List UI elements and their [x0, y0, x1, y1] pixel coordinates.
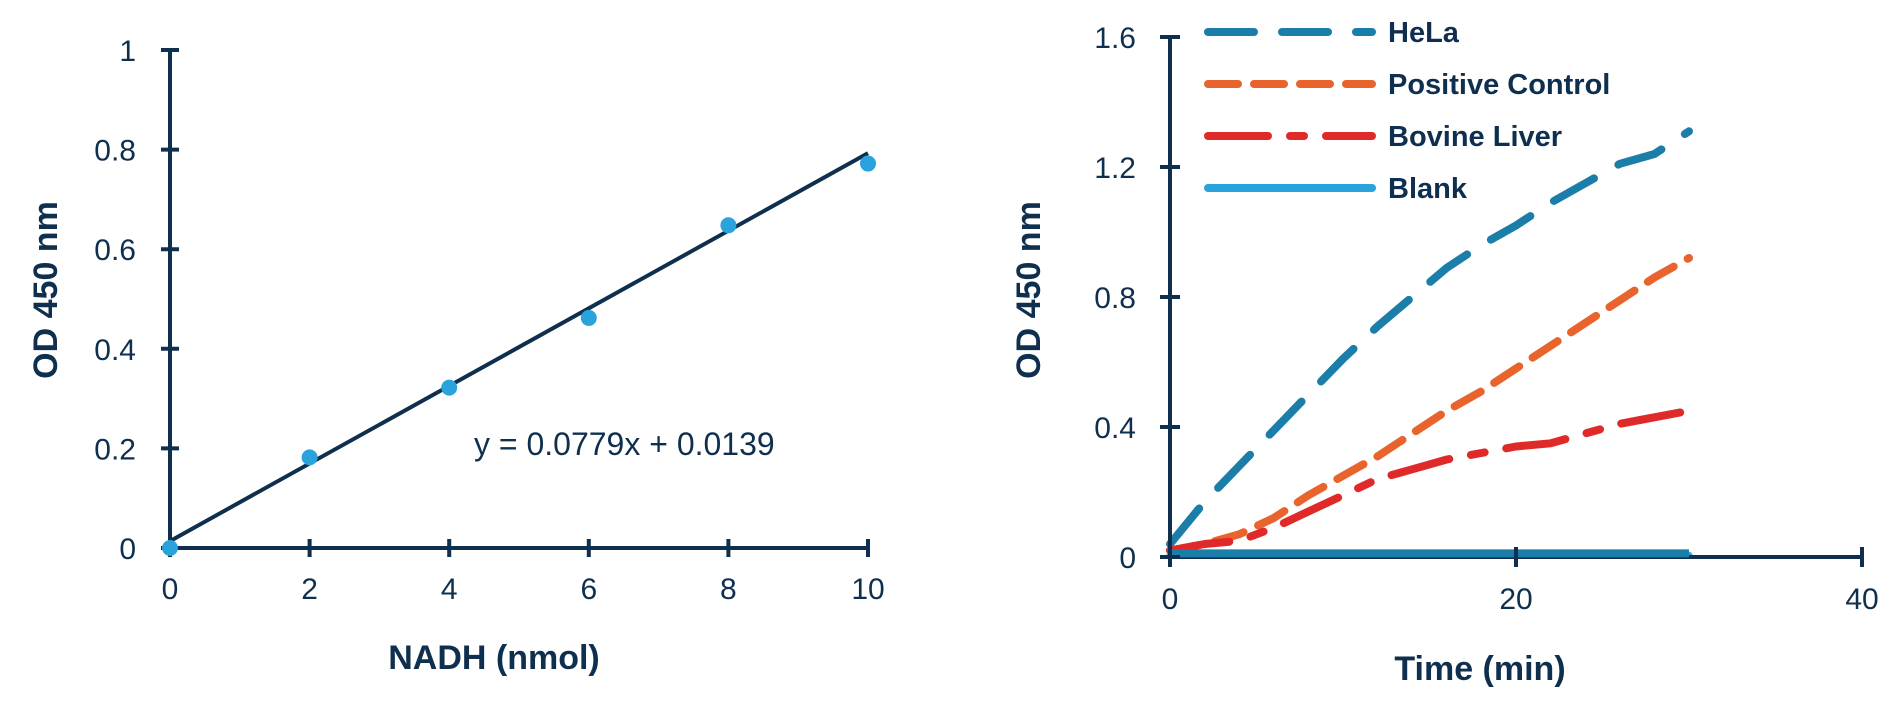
x-axis-title: Time (min): [1394, 650, 1565, 688]
series-line-bovine-liver: [1166, 406, 1693, 555]
x-tick-label: 20: [1499, 583, 1532, 616]
x-tick-label: 8: [720, 573, 737, 606]
legend-label: HeLa: [1388, 17, 1460, 49]
y-axis-title: OD 450 nm: [1010, 201, 1048, 379]
series-line-positive-control: [1166, 254, 1693, 555]
y-tick-label: 0: [1119, 542, 1136, 575]
y-axis-title: OD 450 nm: [27, 201, 65, 379]
trendline-equation: y = 0.0779x + 0.0139: [474, 426, 775, 462]
data-point: [301, 449, 318, 466]
x-tick-label: 0: [162, 573, 179, 606]
y-tick-label: 0.4: [1094, 412, 1136, 445]
x-axis-title: NADH (nmol): [388, 639, 600, 677]
data-point: [162, 540, 178, 556]
x-tick-label: 10: [851, 573, 884, 606]
series-line-hela: [1166, 127, 1693, 548]
y-tick-label: 0.8: [94, 135, 136, 168]
y-tick-label: 1.6: [1094, 22, 1136, 55]
x-tick-label: 2: [301, 573, 318, 606]
y-tick-label: 0.2: [94, 433, 136, 466]
data-point: [720, 217, 737, 234]
legend-label: Positive Control: [1388, 69, 1610, 101]
legend-label: Blank: [1388, 173, 1468, 205]
standard-curve-chart: OD 450 nm NADH (nmol) y = 0.0779x + 0.01…: [27, 35, 885, 677]
y-tick-label: 0: [119, 533, 136, 566]
y-tick-label: 0.8: [1094, 282, 1136, 315]
y-tick-label: 1: [119, 35, 136, 68]
legend: HeLa Positive Control Bovine Liver Blank: [1204, 17, 1610, 205]
x-tick-label: 0: [1162, 583, 1179, 616]
data-point: [441, 379, 458, 396]
data-point: [860, 155, 876, 172]
y-tick-label: 0.6: [94, 234, 136, 267]
y-tick-label: 1.2: [1094, 152, 1136, 185]
x-tick-label: 4: [441, 573, 458, 606]
x-tick-label: 40: [1845, 583, 1878, 616]
y-tick-label: 0.4: [94, 334, 136, 367]
legend-label: Bovine Liver: [1388, 121, 1562, 153]
x-tick-label: 6: [580, 573, 597, 606]
trendline: [169, 151, 869, 543]
data-point: [580, 309, 597, 326]
kinetic-chart: OD 450 nm Time (min) HeLa Positive Contro…: [1010, 17, 1879, 688]
